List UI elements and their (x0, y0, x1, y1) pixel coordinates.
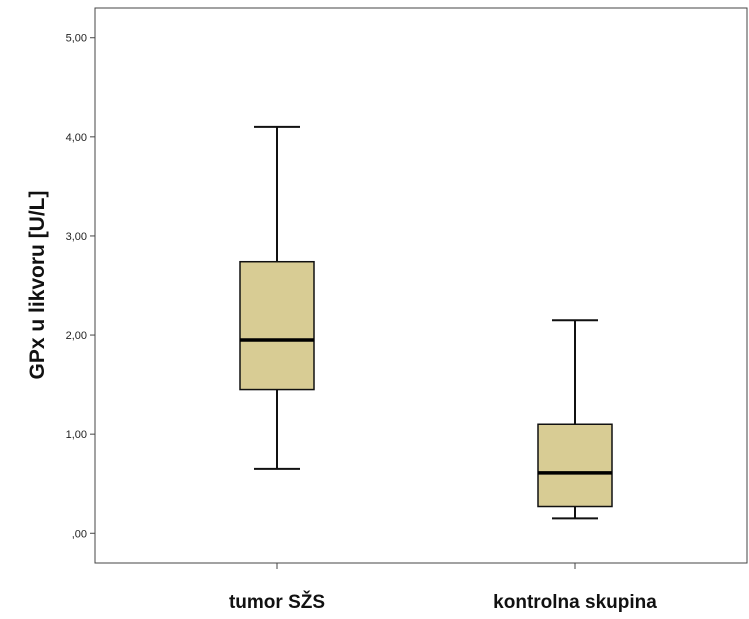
iqr-box (537, 423, 613, 508)
y-tick-label: 2,00 (66, 330, 87, 342)
y-tick-label: 3,00 (66, 231, 87, 243)
y-axis-title: GPx u likvoru [U/L] (26, 190, 49, 379)
boxes-group (239, 125, 613, 520)
y-axis: ,00 1,00 2,00 3,00 4,00 5,00 (66, 33, 95, 540)
iqr-box (239, 260, 315, 391)
plot-frame (94, 7, 748, 564)
y-tick-label: 5,00 (66, 33, 87, 45)
y-tick-label: 1,00 (66, 429, 87, 441)
x-category-label: kontrolna skupina (493, 592, 657, 613)
y-tick-label: ,00 (72, 528, 87, 540)
box-tumor (239, 125, 315, 470)
y-tick-label: 4,00 (66, 132, 87, 144)
x-axis: tumor SŽS kontrolna skupina (229, 563, 657, 613)
x-category-label: tumor SŽS (229, 591, 325, 613)
box-control (537, 319, 613, 520)
